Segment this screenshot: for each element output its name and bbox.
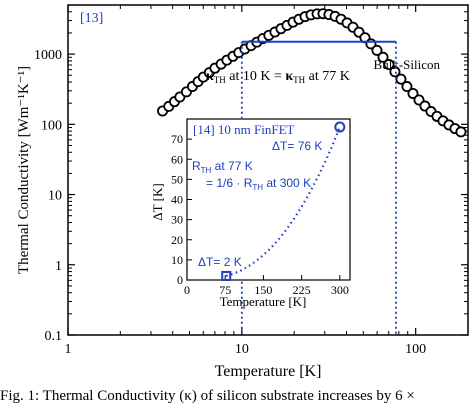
- inset-y-tick-label: 50: [171, 172, 183, 186]
- main-plot-frame: [67, 4, 469, 336]
- main-y-tick-label: 1000: [34, 48, 62, 63]
- inset-y-tick-label: 0: [177, 273, 183, 287]
- inset-y-tick-label: 10: [171, 253, 183, 267]
- inset-x-tick-label: 75: [219, 283, 231, 297]
- main-x-tick-label: 10: [235, 342, 249, 357]
- inset-x-axis-label: Temperature [K]: [220, 294, 307, 309]
- inset-trend-curve: [225, 126, 341, 278]
- main-ref-label: [13]: [80, 11, 103, 26]
- inset-x-axis: 0 75 150 225 300: [184, 275, 349, 297]
- kappa-symbol-1: κ: [206, 69, 214, 84]
- inset-plot-background: [185, 118, 350, 280]
- inset-point-label-76k: ΔT= 76 K: [272, 139, 322, 153]
- bulk-silicon-label: Bulk-Silicon: [374, 57, 441, 72]
- rth-annotation-line2: = 1/6 · RTH at 300 K: [206, 176, 311, 192]
- inset-x-tick-label: 225: [293, 283, 311, 297]
- main-x-axis-label: Temperature [K]: [215, 363, 322, 380]
- inset-y-tick-label: 40: [171, 193, 183, 207]
- kappa-symbol-2: κ: [285, 69, 293, 84]
- inset-ref-label: [14] 10 nm FinFET: [193, 122, 295, 137]
- inset-y-tick-label: 30: [171, 213, 183, 227]
- inset-point-300k: [334, 121, 346, 133]
- kappa-annotation: κTH at 10 K = κTH at 77 K: [206, 69, 350, 85]
- inset-y-tick-label: 70: [171, 132, 183, 146]
- kappa-sub-1: TH: [214, 75, 226, 85]
- bulk-silicon-point: [407, 87, 419, 99]
- inset-y-axis-label: ΔT [K]: [150, 183, 165, 220]
- bulk-silicon-point: [455, 126, 467, 138]
- bulk-silicon-point: [371, 44, 383, 56]
- kappa-mid: at 10 K =: [226, 69, 286, 84]
- bulk-silicon-series: [157, 8, 467, 138]
- inset-point-label-2k: ΔT= 2 K: [198, 255, 242, 269]
- inset-point-77k: [221, 270, 232, 281]
- inset-points: [221, 121, 346, 281]
- inset-y-axis: 0 10 20 30 40 50 60 70: [171, 132, 192, 287]
- bulk-silicon-point: [395, 73, 407, 85]
- inset-x-tick-label: 300: [331, 283, 349, 297]
- bulk-silicon-point: [377, 51, 389, 63]
- main-y-tick-label: 10: [48, 189, 62, 204]
- figure-caption: Fig. 1: Thermal Conductivity (κ) of sili…: [0, 388, 415, 404]
- rth-annotation-line1: RTH at 77 K: [192, 159, 253, 175]
- main-x-tick-label: 1: [65, 342, 72, 357]
- inset-plot: 0 75 150 225 300 0 10 20 30 40 50 60 70 [14] 10 nm …: [150, 118, 351, 309]
- main-y-tick-label: 0.1: [45, 329, 63, 344]
- bulk-silicon-point: [383, 59, 395, 71]
- main-y-tick-label: 100: [41, 118, 62, 133]
- inset-y-tick-label: 60: [171, 152, 183, 166]
- main-x-tick-label: 100: [405, 342, 426, 357]
- main-y-axis-label: Thermal Conductivity [Wm⁻¹K⁻¹]: [16, 66, 32, 274]
- kappa-end: at 77 K: [305, 69, 350, 84]
- kappa-sub-2: TH: [293, 75, 305, 85]
- main-y-tick-label: 1: [55, 259, 62, 274]
- bulk-silicon-point: [401, 81, 413, 93]
- main-x-axis: 1 10 100: [65, 5, 469, 357]
- bulk-silicon-point: [389, 66, 401, 78]
- inset-x-tick-label: 0: [184, 283, 190, 297]
- inset-y-tick-label: 20: [171, 233, 183, 247]
- inset-x-tick-label: 150: [254, 283, 272, 297]
